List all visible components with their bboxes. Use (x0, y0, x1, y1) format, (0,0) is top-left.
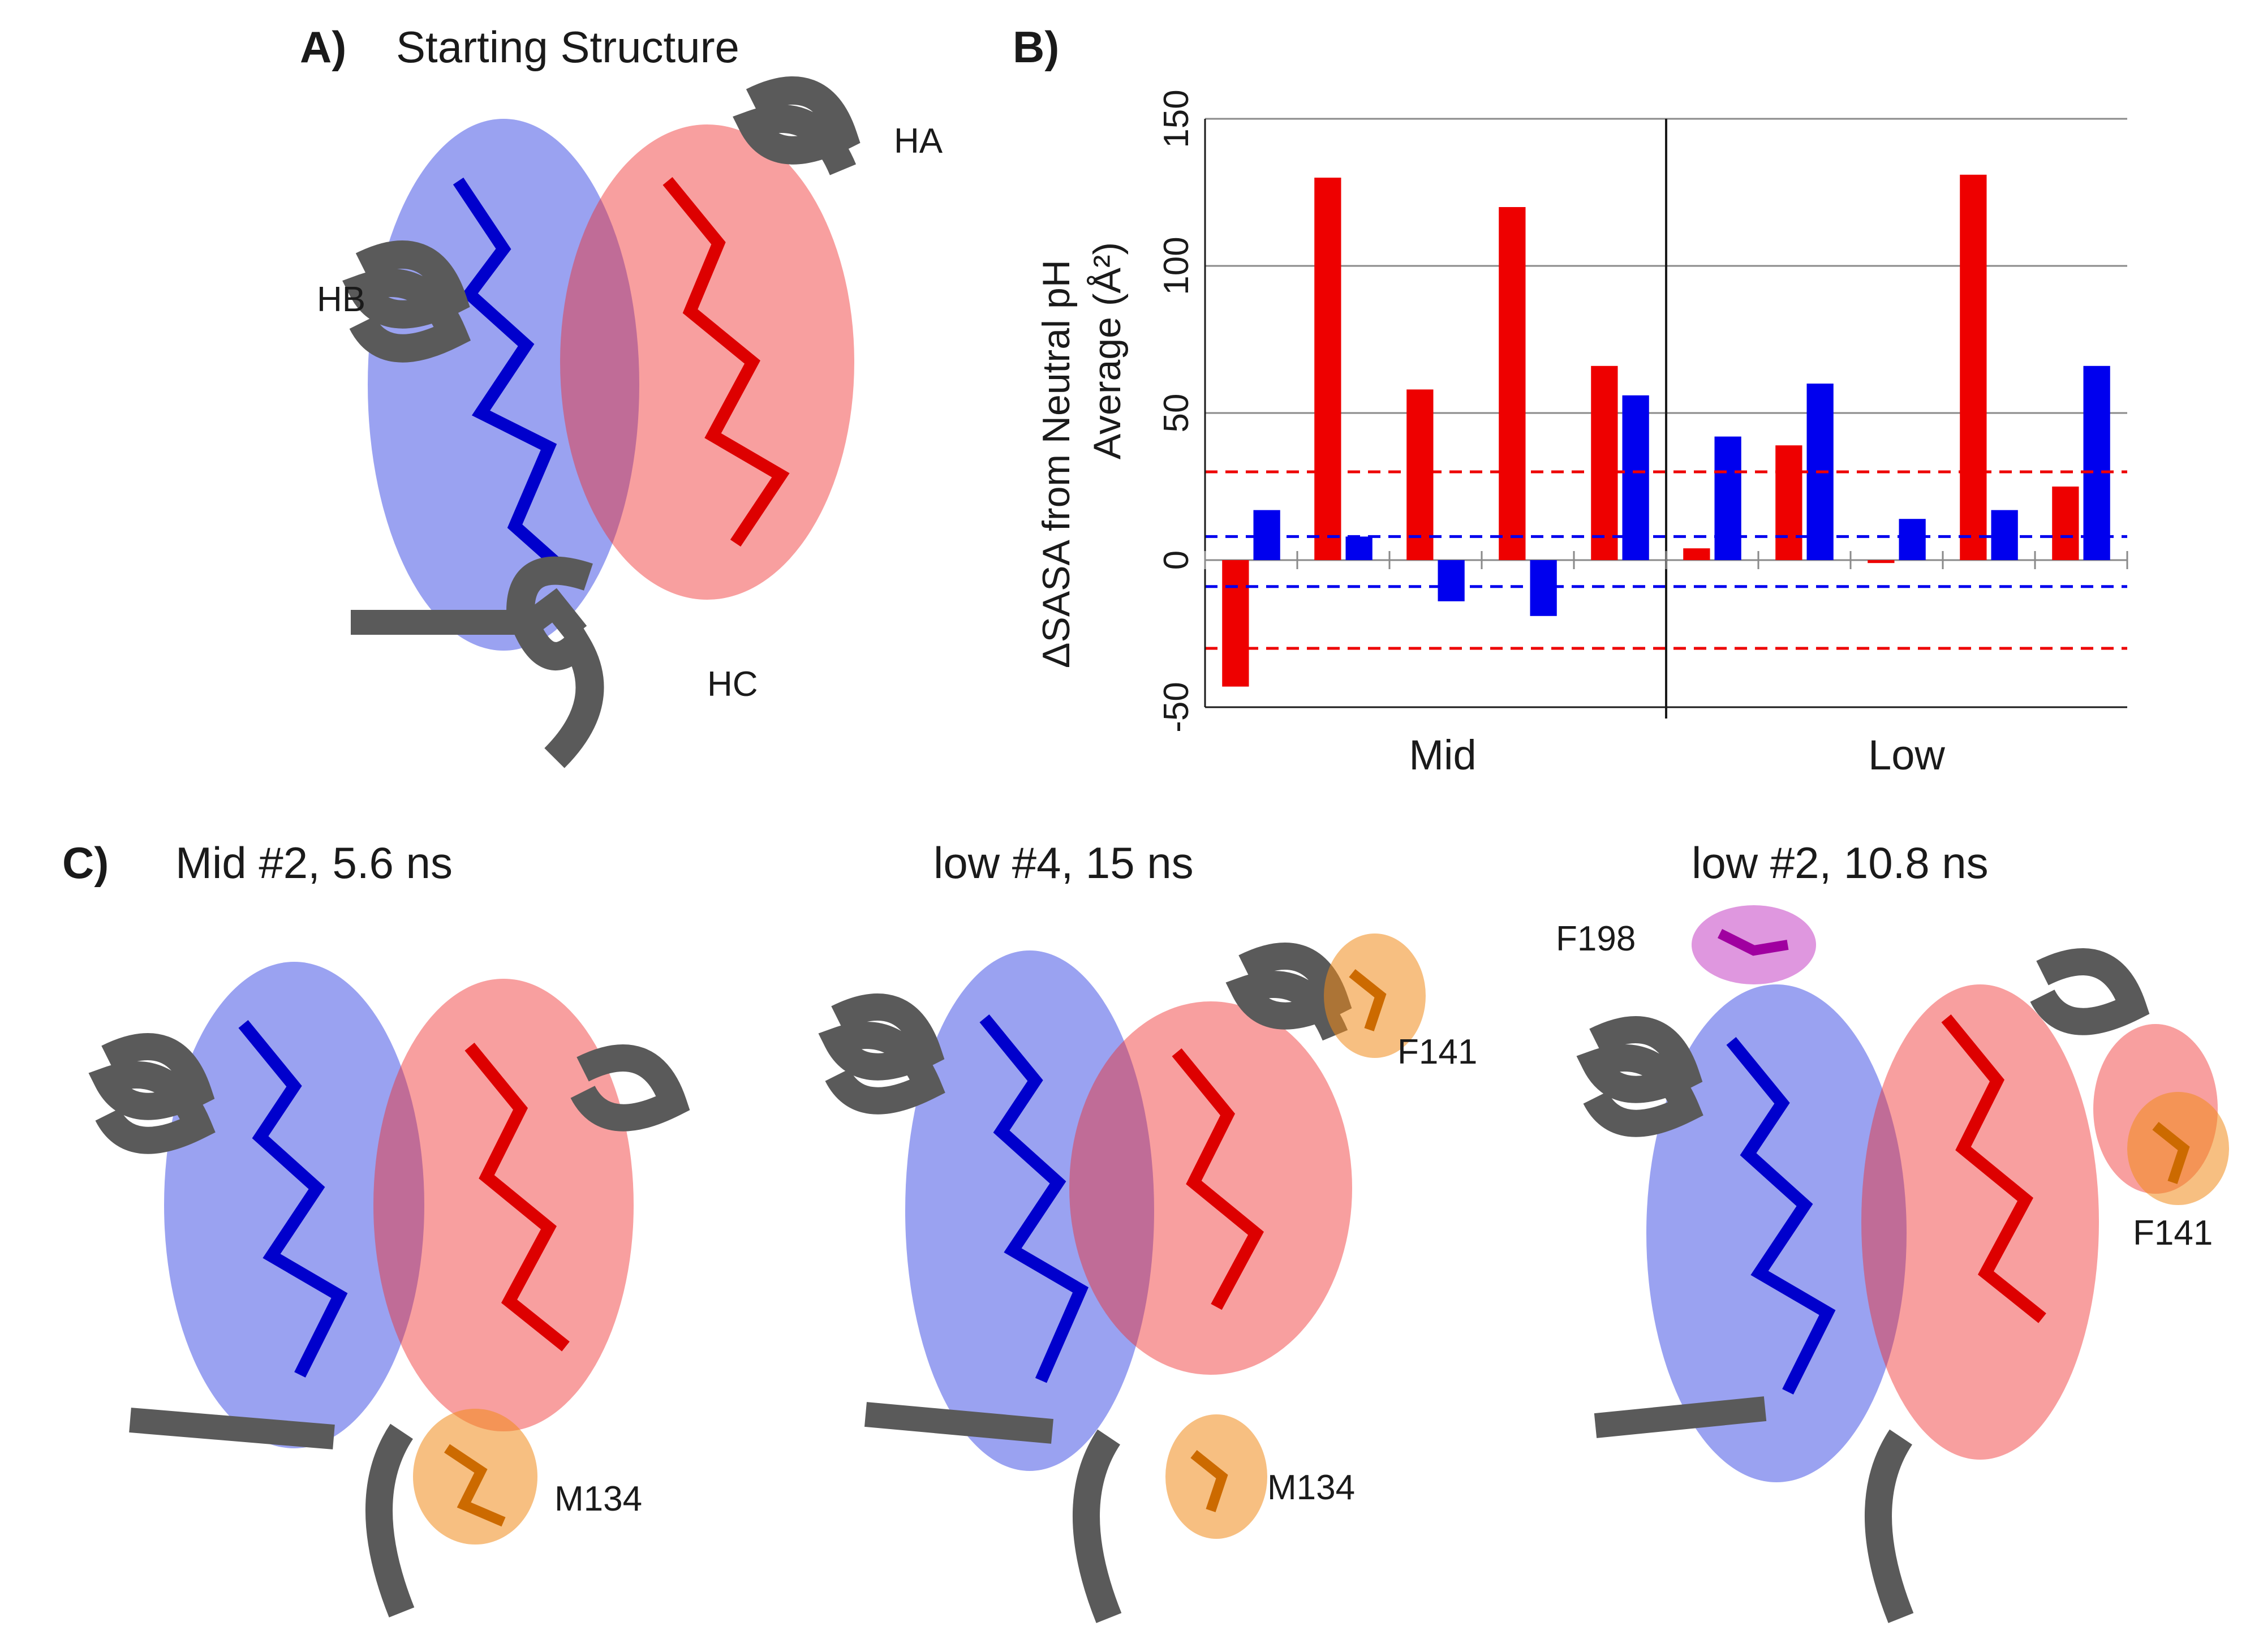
panel-a-title: Starting Structure (396, 22, 739, 72)
snapshot-2-image: F141 M134 (818, 933, 1477, 1623)
y-tick-label: -50 (1157, 682, 1196, 733)
helix-label-hb: HB (317, 280, 365, 319)
residue-label-f141-b: F141 (2133, 1214, 2213, 1253)
snapshot-1-title: Mid #2, 5.6 ns (175, 838, 453, 888)
y-axis-label-line2: Average (Å²) (1086, 242, 1129, 459)
panel-a-letter: A) (300, 22, 347, 72)
y-tick-label: 0 (1157, 550, 1196, 570)
residue-label-f198: F198 (1556, 919, 1636, 958)
blue-bar (1253, 510, 1280, 560)
y-tick-label: 100 (1157, 236, 1196, 295)
panel-b-letter: B) (1013, 22, 1060, 72)
residue-label-f141-a: F141 (1397, 1032, 1477, 1072)
blue-bar (1530, 560, 1557, 616)
blue-bar (1622, 395, 1649, 560)
blue-bar (1345, 536, 1373, 560)
red-bar (1499, 207, 1526, 560)
residue-label-m134-b: M134 (1267, 1468, 1355, 1507)
red-bar (1683, 548, 1710, 560)
red-bar (1222, 560, 1249, 687)
snapshot-2-title: low #4, 15 ns (933, 838, 1194, 888)
red-bar (1868, 560, 1895, 563)
blue-bar (1991, 510, 2018, 560)
snapshot-3-image: F198 F141 (1556, 905, 2229, 1623)
red-bar (1591, 365, 1618, 560)
red-bar (1775, 445, 1802, 560)
panel-c-letter: C) (62, 838, 109, 888)
sasa-bar-chart: -50 0 50 100 150 ΔSASA from Neutral pH Avera… (1035, 89, 2128, 778)
red-bar (1314, 178, 1341, 560)
snapshot-3-title: low #2, 10.8 ns (1692, 838, 1989, 888)
y-axis-label-line1: ΔSASA from Neutral pH (1035, 260, 1078, 668)
blue-bar (2083, 365, 2110, 560)
blue-bar (1438, 560, 1465, 601)
blue-bar (1714, 436, 1741, 560)
starting-structure-image: HA HB HC (317, 76, 943, 768)
group-label-mid: Mid (1409, 732, 1476, 778)
helix-label-ha: HA (894, 122, 943, 161)
red-bar (1960, 174, 1987, 560)
group-label-low: Low (1868, 732, 1945, 778)
red-bar (2052, 487, 2079, 560)
y-tick-label: 50 (1157, 394, 1196, 433)
helix-label-hc: HC (707, 665, 758, 704)
y-tick-label: 150 (1157, 89, 1196, 148)
snapshot-1-image: M134 (88, 962, 690, 1617)
red-bar (1406, 389, 1434, 560)
residue-label-m134-a: M134 (554, 1479, 642, 1518)
blue-bar (1899, 519, 1926, 560)
